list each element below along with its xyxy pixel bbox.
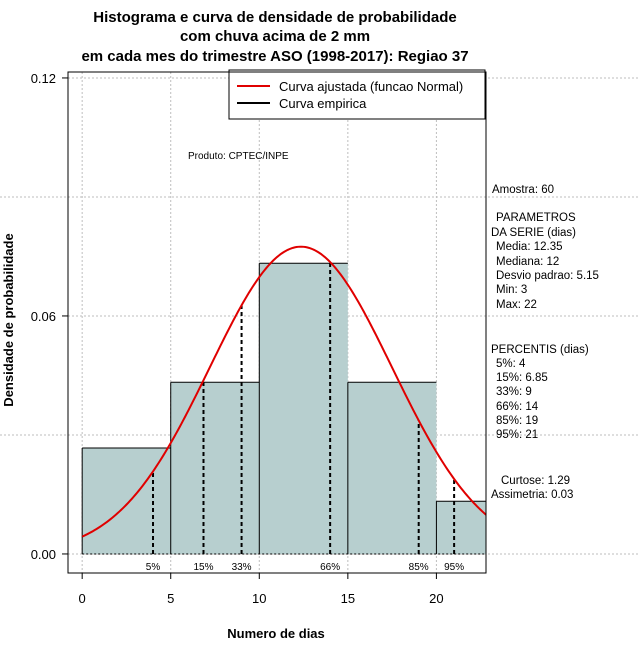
params-heading-2: DA SERIE (dias) <box>491 227 576 239</box>
percentile-label: 85% <box>409 562 429 573</box>
percentile-15: 15%: 6.85 <box>496 372 548 384</box>
sample-size: Amostra: 60 <box>492 184 554 196</box>
legend-box <box>228 69 486 120</box>
x-tick-label: 0 <box>79 591 86 606</box>
stats-panel: Amostra: 60 PARAMETROS DA SERIE (dias) M… <box>491 184 599 501</box>
percentile-label: 15% <box>193 562 213 573</box>
x-tick-label: 10 <box>252 591 266 606</box>
percentile-85: 85%: 19 <box>496 415 538 427</box>
param-sd: Desvio padrao: 5.15 <box>496 270 599 282</box>
skewness: Assimetria: 0.03 <box>491 489 573 501</box>
normal-curve-layer <box>81 245 487 538</box>
param-min: Min: 3 <box>496 284 527 296</box>
chart-title-line-1: Histograma e curva de densidade de proba… <box>93 9 456 26</box>
histogram-bar <box>259 263 348 554</box>
y-tick-label: 0.12 <box>31 71 56 86</box>
x-axis-title: Numero de dias <box>227 626 325 641</box>
histogram-bar <box>436 501 486 554</box>
legend: Curva ajustada (funcao Normal) Curva emp… <box>228 69 486 120</box>
chart-title-line-2: com chuva acima de 2 mm <box>180 28 370 45</box>
x-tick-label: 5 <box>167 591 174 606</box>
percentile-66: 66%: 14 <box>496 401 539 413</box>
histogram-bar <box>170 382 260 554</box>
percentile-33: 33%: 9 <box>496 386 532 398</box>
normal-fit-curve <box>81 245 487 538</box>
param-max: Max: 22 <box>496 299 537 311</box>
x-tick-label: 15 <box>341 591 355 606</box>
histogram-bar <box>347 382 437 554</box>
legend-label-fit: Curva ajustada (funcao Normal) <box>279 79 463 94</box>
histogram-bars <box>81 262 486 555</box>
param-mean: Media: 12.35 <box>496 241 563 253</box>
percentile-label: 95% <box>444 562 464 573</box>
params-heading-1: PARAMETROS <box>496 212 576 224</box>
x-tick-label: 20 <box>429 591 443 606</box>
percentile-5: 5%: 4 <box>496 358 526 370</box>
axes: 0 5 10 15 20 0.00 0.06 0.12 <box>31 71 487 606</box>
legend-label-empirical: Curva empirica <box>279 96 367 111</box>
kurtosis: Curtose: 1.29 <box>501 475 570 487</box>
credit-text: Produto: CPTEC/INPE <box>188 151 289 162</box>
chart-title-line-3: em cada mes do trimestre ASO (1998-2017)… <box>81 48 468 65</box>
y-tick-label: 0.00 <box>31 547 56 562</box>
y-tick-label: 0.06 <box>31 309 56 324</box>
percentile-label: 5% <box>146 562 161 573</box>
y-axis-title: Densidade de probabilidade <box>1 233 16 406</box>
percentiles-heading: PERCENTIS (dias) <box>491 344 589 356</box>
param-median: Mediana: 12 <box>496 256 559 268</box>
percentile-label: 33% <box>232 562 252 573</box>
percentile-95: 95%: 21 <box>496 429 538 441</box>
percentile-label: 66% <box>320 562 340 573</box>
percentile-marks: 5% 15% 33% 66% 85% 95% <box>146 262 464 573</box>
plot-frame <box>67 71 487 574</box>
